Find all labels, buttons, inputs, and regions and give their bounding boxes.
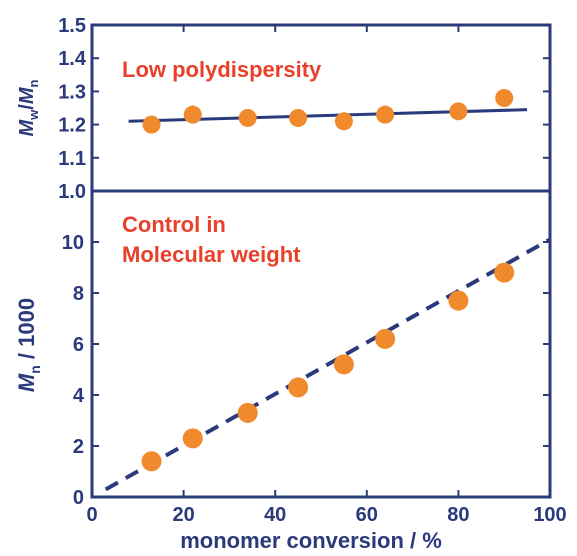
bottom-data-point: [288, 377, 309, 398]
top-y-tick-label: 1.1: [58, 148, 86, 170]
bottom-x-tick-label: 0: [86, 504, 97, 526]
top-y-tick-label: 1.3: [58, 81, 86, 103]
bottom-annotation-line1: Control in: [122, 212, 226, 237]
bottom-y-tick-label: 8: [73, 283, 84, 305]
bottom-x-tick-label: 60: [356, 504, 378, 526]
bottom-data-point: [494, 262, 515, 283]
bottom-x-tick-label: 100: [533, 504, 566, 526]
bottom-x-tick-label: 80: [447, 504, 469, 526]
top-data-point: [238, 108, 257, 127]
bottom-data-point: [375, 328, 396, 349]
bottom-annotation-line2: Molecular weight: [122, 242, 301, 267]
top-y-axis-label: Mw/Mn: [16, 79, 41, 136]
top-data-point: [334, 112, 353, 131]
bottom-data-point: [237, 402, 258, 423]
ylabel-part: /: [16, 104, 38, 110]
bottom-y-tick-label: 0: [73, 487, 84, 509]
top-data-point: [142, 115, 161, 134]
bottom-data-point: [141, 451, 162, 472]
top-data-point: [495, 89, 514, 108]
top-plot-frame: [90, 23, 552, 193]
bottom-y-tick-label: 6: [73, 334, 84, 356]
bottom-data-point: [333, 354, 354, 375]
top-data-point: [183, 105, 202, 124]
top-data-point: [289, 108, 308, 127]
ylabel-part: M: [16, 118, 38, 136]
bottom-x-tick-label: 40: [264, 504, 286, 526]
bottom-y-tick-label: 10: [62, 232, 84, 254]
x-axis-label: monomer conversion / %: [180, 528, 442, 553]
top-y-tick-label: 1.4: [58, 48, 87, 70]
ylabel-part: w: [26, 109, 41, 121]
top-data-point: [449, 102, 468, 121]
ylabel-part: M: [14, 373, 39, 392]
ylabel-part: n: [26, 79, 41, 87]
top-panel: 1.0 1.1 1.2 1.3 1.4 1.5 Low polydispersity: [58, 15, 552, 203]
top-y-tick-label: 1.5: [58, 15, 86, 37]
bottom-y-tick-label: 2: [73, 436, 84, 458]
top-y-tick-label: 1.0: [58, 181, 86, 203]
bottom-y-tick-label: 4: [73, 385, 85, 407]
ylabel-part: / 1000: [14, 298, 39, 365]
bottom-x-tick-label: 20: [172, 504, 194, 526]
ylabel-part: M: [16, 86, 38, 104]
top-y-tick-label: 1.2: [58, 115, 86, 137]
top-data-point: [376, 105, 395, 124]
bottom-data-point: [182, 428, 203, 449]
top-annotation: Low polydispersity: [122, 57, 322, 82]
ylabel-part: n: [27, 365, 43, 374]
bottom-y-axis-label: Mn / 1000: [14, 298, 43, 392]
bottom-trendline: [104, 237, 551, 492]
bottom-data-point: [448, 290, 469, 311]
